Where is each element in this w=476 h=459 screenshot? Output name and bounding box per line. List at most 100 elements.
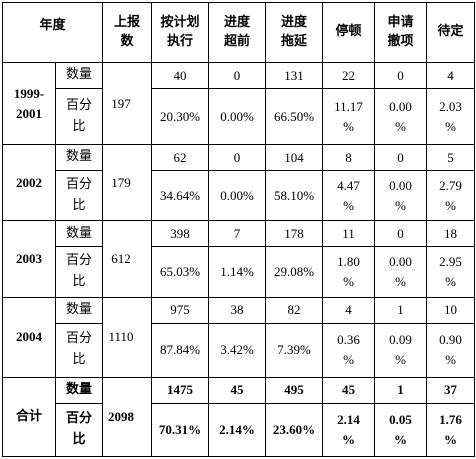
year-label: 1999- 2001 [2,62,56,146]
count-cell: 82 [265,296,324,324]
year-label: 2003 [2,220,56,298]
total-percent-row: 百分比 70.31% 2.14% 23.60% 2.14% 0.05% 1.76% [3,402,476,458]
count-label: 数量 [54,296,104,324]
percent-cell: 0.00% [208,88,267,146]
count-cell: 178 [265,220,324,248]
year-percent-row: 百分比 65.03% 1.14% 29.08% 1.80% 0.00% 2.95% [3,246,476,298]
count-cell: 11 [322,220,376,248]
count-cell: 0 [374,220,428,248]
header-ahead: 进度 超前 [208,1,267,64]
count-cell: 4 [322,296,376,324]
percent-cell: 1.14% [208,246,267,298]
count-cell: 104 [265,144,324,172]
count-label: 数量 [54,62,104,90]
reported-count: 2098 [102,376,153,458]
count-cell: 5 [426,144,476,172]
percent-cell: 1.80% [322,246,376,298]
total-label: 合计 [2,376,56,458]
count-cell: 62 [151,144,210,172]
percent-cell: 0.90% [426,322,476,378]
year-count-row: 1999- 2001 数量 197 40 0 131 22 0 4 [2,62,476,146]
year-count-row: 2002 数量 179 62 0 104 8 0 5 [2,144,476,222]
count-cell: 131 [265,62,324,90]
percent-cell: 2.03% [426,88,476,146]
percent-cell: 0.00% [374,246,428,298]
header-delayed: 进度 拖延 [265,1,324,64]
percent-cell: 70.31% [151,402,210,458]
count-label: 数量 [54,376,104,404]
percent-cell: 0.36% [322,322,376,378]
count-cell: 45 [208,376,267,404]
count-cell: 0 [374,62,428,90]
percent-cell: 11.17% [322,88,376,146]
header-reported: 上报 数 [102,1,153,64]
percent-label: 百分比 [54,246,104,298]
count-cell: 22 [322,62,376,90]
header-applied: 申请 撤项 [374,1,428,64]
count-cell: 8 [322,144,376,172]
count-cell: 975 [151,296,210,324]
header-row: 年度 上报 数 按计划 执行 进度 超前 进度 拖延 停顿 申请 撤项 待定 [1,1,476,64]
percent-cell: 0.09% [374,322,428,378]
count-cell: 10 [426,296,476,324]
percent-cell: 0.00% [374,170,428,222]
percent-cell: 20.30% [151,88,210,146]
count-cell: 1475 [151,376,210,404]
percent-label: 百分比 [54,322,104,378]
percent-cell: 34.64% [151,170,210,222]
year-percent-row: 百分比 87.84% 3.42% 7.39% 0.36% 0.09% 0.90% [3,322,476,378]
reported-count: 179 [102,144,153,222]
percent-label: 百分比 [54,88,104,146]
reported-count: 1110 [102,296,153,378]
percent-cell: 0.05% [374,402,428,458]
count-cell: 398 [151,220,210,248]
percent-cell: 23.60% [265,402,324,458]
header-on-plan: 按计划 执行 [151,1,210,64]
count-cell: 45 [322,376,376,404]
header-stopped: 停顿 [322,1,376,64]
count-cell: 0 [208,62,267,90]
count-label: 数量 [54,144,104,172]
count-cell: 1 [374,376,428,404]
year-percent-row: 百分比 20.30% 0.00% 66.50% 11.17% 0.00% 2.03% [3,88,476,146]
percent-cell: 58.10% [265,170,324,222]
count-cell: 0 [208,144,267,172]
percent-cell: 65.03% [151,246,210,298]
percent-cell: 0.00% [374,88,428,146]
year-label: 2004 [2,296,56,378]
reported-count: 197 [102,62,153,146]
percent-cell: 66.50% [265,88,324,146]
percent-cell: 87.84% [151,322,210,378]
year-label: 2002 [2,144,56,222]
percent-cell: 2.14% [208,402,267,458]
percent-cell: 0.00% [208,170,267,222]
percent-cell: 2.14% [322,402,376,458]
year-count-row: 2003 数量 612 398 7 178 11 0 18 [2,220,476,298]
percent-cell: 2.79% [426,170,476,222]
count-cell: 40 [151,62,210,90]
header-year: 年度 [1,1,104,64]
percent-cell: 3.42% [208,322,267,378]
count-label: 数量 [54,220,104,248]
percent-cell: 29.08% [265,246,324,298]
count-cell: 4 [426,62,476,90]
count-cell: 18 [426,220,476,248]
percent-label: 百分比 [54,402,104,458]
percent-cell: 7.39% [265,322,324,378]
reported-count: 612 [102,220,153,298]
count-cell: 0 [374,144,428,172]
count-cell: 38 [208,296,267,324]
percent-cell: 2.95% [426,246,476,298]
count-cell: 37 [426,376,476,404]
header-pending: 待定 [426,1,476,64]
count-cell: 7 [208,220,267,248]
year-count-row: 2004 数量 1110 975 38 82 4 1 10 [2,296,476,378]
count-cell: 495 [265,376,324,404]
percent-label: 百分比 [54,170,104,222]
percent-cell: 4.47% [322,170,376,222]
count-cell: 1 [374,296,428,324]
total-count-row: 合计 数量 2098 1475 45 495 45 1 37 [2,376,476,458]
year-percent-row: 百分比 34.64% 0.00% 58.10% 4.47% 0.00% 2.79% [3,170,476,222]
percent-cell: 1.76% [426,402,476,458]
